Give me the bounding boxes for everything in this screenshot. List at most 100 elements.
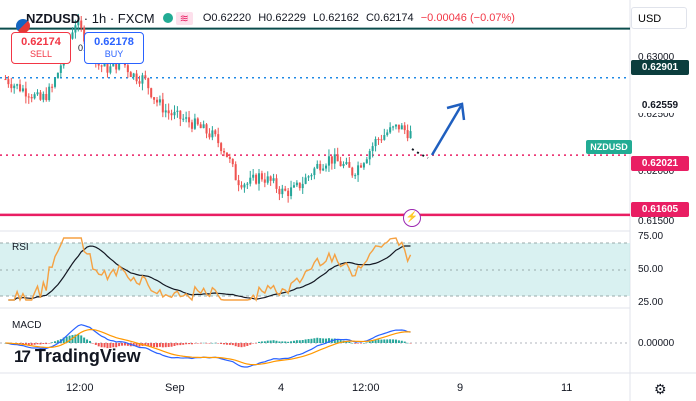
candle-body	[310, 175, 313, 177]
sell-label: SELL	[29, 49, 53, 59]
candle-body	[135, 73, 138, 82]
macd-histogram-bar	[392, 339, 395, 343]
macd-histogram-bar	[348, 341, 351, 343]
candle-body	[225, 152, 228, 158]
candle-body	[199, 124, 202, 129]
sell-button[interactable]: 0.62174 SELL	[11, 32, 71, 64]
candle-body	[281, 188, 284, 195]
candle-body	[231, 158, 234, 165]
macd-histogram-bar	[322, 338, 325, 343]
candle-body	[234, 164, 237, 181]
sell-price: 0.62174	[21, 36, 61, 48]
time-label: 4	[278, 382, 285, 394]
currency-selector[interactable]: USD	[631, 7, 687, 29]
candle-body	[13, 85, 16, 89]
candle-body	[126, 65, 129, 73]
macd-histogram-bar	[357, 343, 360, 344]
symbol-tag: NZDUSD	[586, 140, 632, 154]
candle-body	[403, 125, 406, 131]
candle-body	[202, 124, 205, 129]
candle-body	[77, 20, 80, 26]
candle-body	[170, 113, 173, 116]
change-value: −0.00046 (−0.07%)	[420, 12, 515, 24]
macd-histogram-bar	[126, 343, 129, 346]
candle-body	[193, 118, 196, 129]
macd-histogram-bar	[193, 343, 196, 344]
candle-body	[362, 163, 365, 168]
candle-body	[333, 154, 336, 164]
candle-body	[260, 173, 263, 180]
macd-histogram-bar	[173, 343, 176, 346]
macd-histogram-bar	[208, 343, 211, 344]
macd-histogram-bar	[360, 343, 362, 344]
candle-body	[307, 176, 310, 178]
candle-body	[19, 84, 22, 92]
macd-histogram-bar	[132, 343, 135, 347]
macd-histogram-bar	[327, 338, 330, 343]
macd-histogram-bar	[196, 343, 199, 344]
candle-body	[45, 93, 48, 101]
candle-body	[173, 111, 176, 116]
candle-body	[36, 92, 39, 95]
macd-histogram-bar	[45, 343, 48, 345]
macd-histogram-bar	[80, 335, 83, 343]
level-tag: 0.61605	[631, 202, 689, 217]
candle-body	[266, 176, 269, 183]
macd-histogram-bar	[27, 343, 30, 345]
macd-histogram-bar	[214, 342, 217, 344]
macd-axis-label: 0.00000	[638, 338, 675, 349]
time-label: 9	[457, 382, 464, 394]
candle-body	[196, 118, 199, 125]
projection-dots	[411, 148, 429, 159]
signal-line	[5, 328, 411, 366]
rsi-axis-label: 25.00	[638, 297, 664, 308]
candle-body	[374, 139, 377, 147]
candle-body	[319, 163, 322, 171]
macd-histogram-bar	[188, 343, 191, 345]
macd-histogram-bar	[292, 340, 295, 343]
macd-histogram-bar	[389, 339, 392, 343]
high-value: H0.62229	[258, 12, 306, 24]
buy-button[interactable]: 0.62178 BUY	[84, 32, 144, 64]
macd-histogram-bar	[380, 339, 383, 343]
candle-body	[144, 75, 147, 79]
data-icon[interactable]: ≋	[175, 11, 193, 25]
macd-histogram-bar	[246, 343, 249, 346]
candle-body	[80, 20, 83, 28]
candle-body	[284, 188, 287, 191]
macd-histogram-bar	[54, 341, 56, 343]
symbol-name[interactable]: NZDUSD	[26, 10, 81, 26]
candle-body	[115, 61, 118, 70]
candle-body	[322, 168, 325, 171]
price-label: 0.61500	[638, 216, 675, 227]
lightning-icon[interactable]: ⚡	[403, 209, 421, 227]
interval[interactable]: 1h	[91, 10, 107, 26]
candle-body	[275, 178, 278, 189]
candle-body	[255, 174, 258, 184]
logo-mark: 17	[14, 346, 31, 366]
candle-body	[325, 165, 328, 169]
macd-histogram-bar	[313, 338, 316, 343]
settings-icon[interactable]: ⚙	[654, 381, 667, 397]
macd-histogram-bar	[158, 343, 161, 347]
macd-histogram-bar	[374, 339, 377, 343]
candle-body	[354, 175, 357, 177]
candle-body	[365, 159, 368, 164]
rsi-label[interactable]: RSI	[12, 242, 29, 253]
ohlc-values: O0.62220 H0.62229 L0.62162 C0.62174 −0.0…	[203, 12, 519, 24]
candle-body	[400, 125, 403, 130]
macd-histogram-bar	[325, 338, 328, 343]
candle-body	[190, 122, 193, 129]
macd-histogram-bar	[24, 343, 27, 345]
macd-histogram-bar	[240, 343, 243, 348]
macd-histogram-bar	[371, 340, 374, 343]
macd-histogram-bar	[211, 342, 214, 344]
macd-histogram-bar	[397, 340, 400, 343]
candle-body	[74, 25, 77, 33]
macd-histogram-bar	[42, 343, 45, 344]
macd-label[interactable]: MACD	[12, 320, 42, 331]
macd-histogram-bar	[106, 343, 109, 349]
candle-body	[339, 161, 342, 167]
macd-histogram-bar	[301, 340, 304, 343]
